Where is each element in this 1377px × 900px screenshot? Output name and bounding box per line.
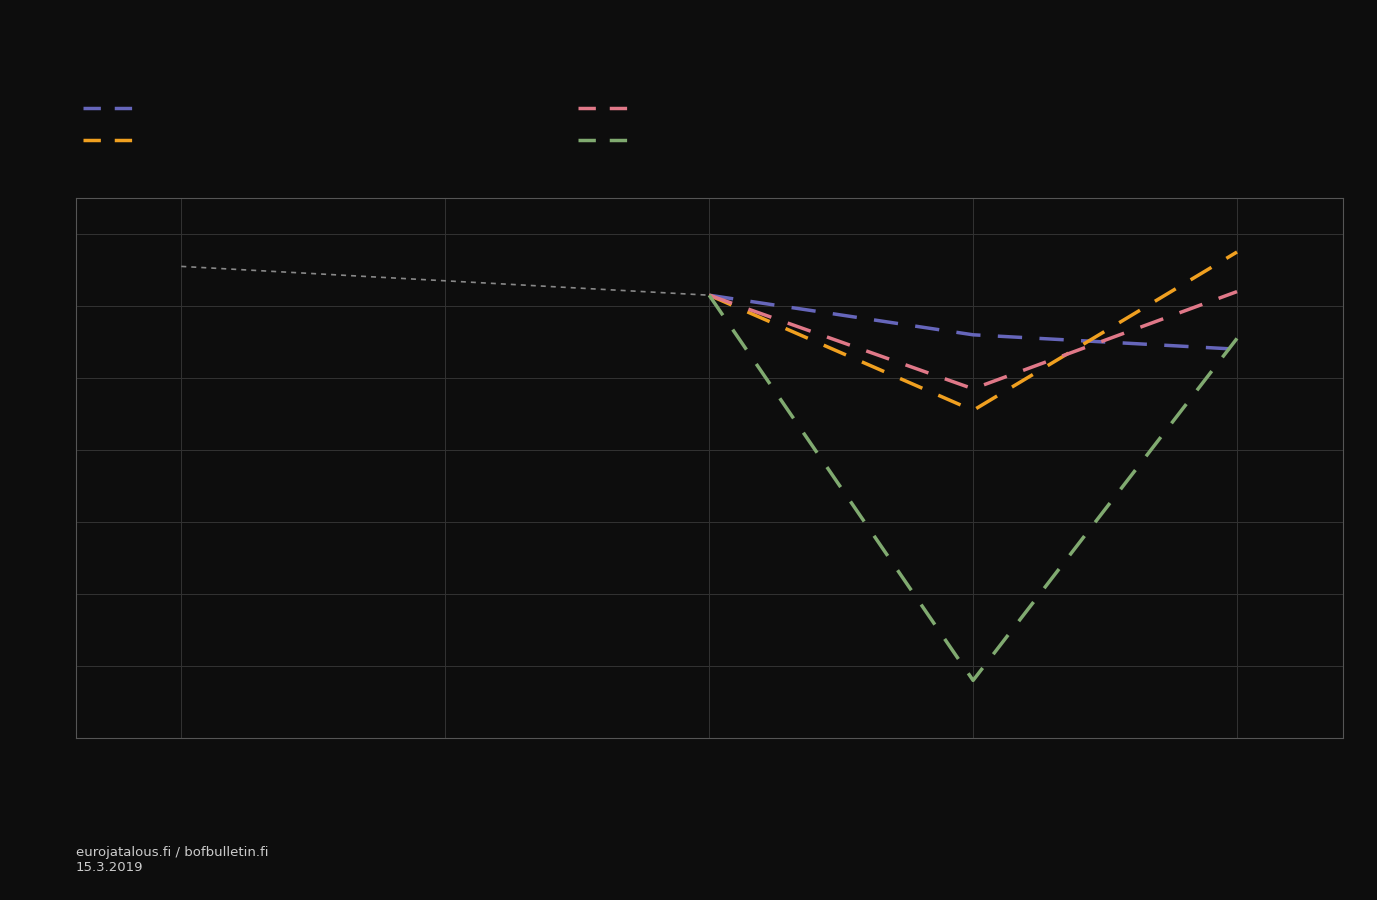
Text: eurojatalous.fi / bofbulletin.fi
15.3.2019: eurojatalous.fi / bofbulletin.fi 15.3.20…	[76, 846, 269, 874]
